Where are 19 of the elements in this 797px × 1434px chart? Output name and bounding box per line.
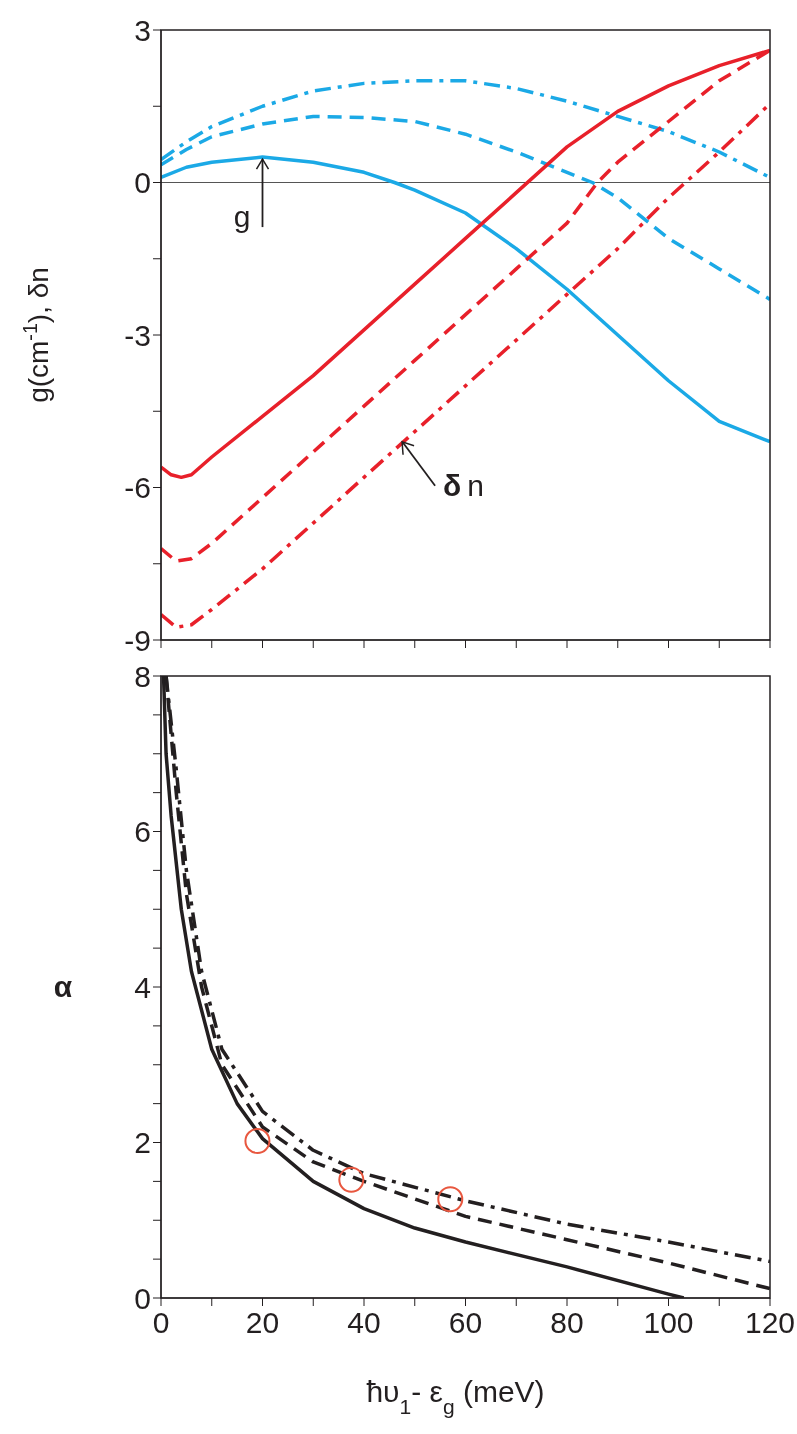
- y-tick-label: 0: [134, 166, 151, 200]
- y-tick-label: 2: [134, 1126, 151, 1160]
- y-tick-label: 0: [134, 1281, 151, 1315]
- x-tick-label: 120: [744, 1306, 796, 1340]
- y-tick-label: -9: [124, 623, 151, 657]
- x-tick-label: 20: [245, 1306, 280, 1340]
- x-tick-label: 80: [550, 1306, 584, 1340]
- y-tick-label: 6: [134, 815, 151, 849]
- y-tick-label: 3: [134, 13, 151, 47]
- x-axis-title: ħυ$_{1}$- ε$_{g}$ (meV): [366, 1375, 545, 1418]
- x-tick-label: 100: [643, 1306, 694, 1340]
- y-tick-label: -6: [124, 471, 151, 505]
- annotation: g: [233, 200, 251, 234]
- y-tick-label: 8: [134, 659, 151, 693]
- x-tick-label: 40: [347, 1306, 381, 1340]
- y-tick-label: -3: [124, 318, 151, 352]
- y-axis-title: α: [53, 970, 73, 1003]
- y-tick-label: 4: [134, 970, 151, 1004]
- x-tick-label: 60: [448, 1306, 483, 1340]
